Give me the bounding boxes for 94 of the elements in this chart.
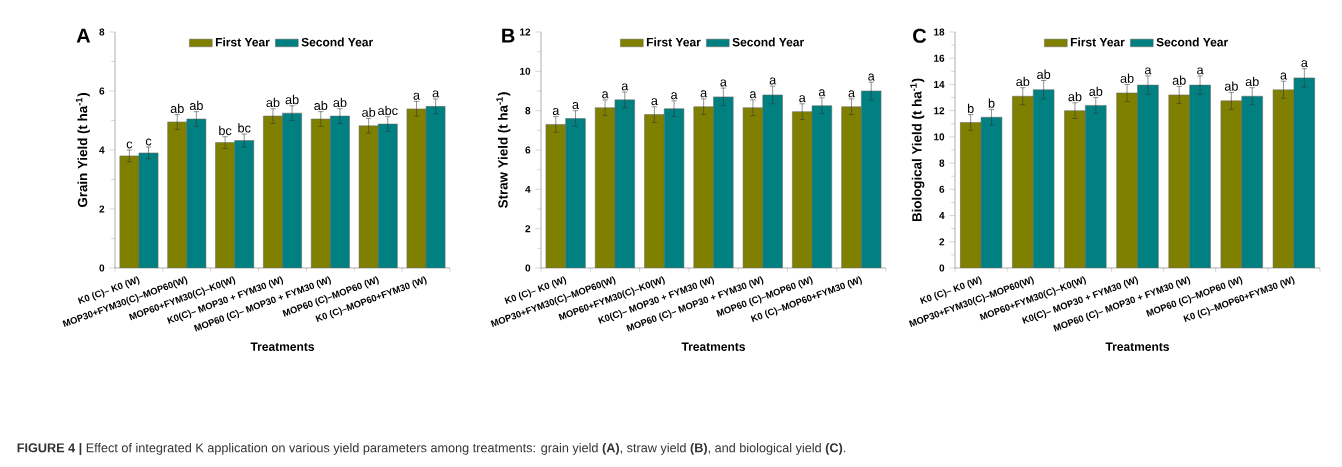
data-label: a: [651, 98, 658, 106]
y-tick-label: 4: [99, 146, 105, 154]
y-axis-title: Biological Yield (t ha$^{-1}$): [910, 78, 925, 222]
bar: [981, 117, 1002, 268]
y-axis-title: Grain Yield (t ha$^{-1}$): [75, 93, 90, 208]
legend-label: First Year: [646, 37, 701, 47]
data-label: a: [1144, 67, 1152, 75]
data-label: a: [432, 90, 440, 98]
data-label: ab: [285, 94, 299, 105]
chart-title: A: [76, 28, 91, 43]
data-label: abc: [378, 105, 398, 116]
bar: [1272, 89, 1295, 268]
bar: [960, 122, 982, 268]
bar: [1241, 96, 1263, 268]
y-tick-label: 8: [939, 159, 945, 167]
data-label: ab: [362, 107, 376, 117]
data-label: c: [145, 138, 152, 146]
y-tick-label: 10: [520, 67, 531, 75]
data-label: ab: [1037, 69, 1051, 79]
data-label: ab: [189, 100, 203, 111]
bar: [1168, 94, 1190, 268]
y-tick-label: 12: [520, 28, 531, 36]
data-label: a: [769, 77, 777, 85]
bar: [1220, 100, 1242, 268]
data-label: ab: [314, 100, 328, 111]
chart-title: C: [913, 28, 927, 43]
y-tick-label: 6: [525, 146, 531, 154]
data-label: bc: [238, 123, 251, 133]
data-label: b: [967, 103, 974, 113]
data-label: a: [818, 89, 826, 97]
data-label: a: [868, 73, 875, 81]
data-label: a: [413, 92, 421, 100]
data-label: a: [700, 90, 708, 98]
data-label: a: [799, 95, 806, 103]
data-label: ab: [1068, 91, 1082, 102]
y-tick-label: 10: [934, 133, 945, 141]
data-label: ab: [1172, 75, 1186, 85]
y-tick-label: 8: [99, 28, 105, 36]
x-axis-title: Treatments: [681, 342, 746, 351]
data-label: ab: [266, 97, 280, 108]
data-label: a: [848, 90, 856, 98]
legend-label: Second Year: [732, 37, 804, 47]
legend-label: First Year: [1070, 37, 1125, 47]
data-label: a: [1280, 72, 1288, 80]
y-tick-label: 4: [939, 212, 945, 219]
y-tick-label: 14: [934, 81, 945, 88]
legend-label: Second Year: [1156, 37, 1228, 47]
bar: [1293, 77, 1316, 268]
data-label: a: [621, 83, 629, 91]
y-axis-title: Straw Yield (t ha$^{-1}$): [496, 92, 511, 208]
y-tick-label: 2: [939, 238, 945, 246]
y-tick-label: 2: [99, 205, 105, 213]
data-label: a: [749, 91, 757, 99]
data-label: ab: [170, 103, 184, 113]
y-tick-label: 0: [939, 264, 945, 272]
data-label: b: [988, 98, 995, 108]
y-tick-label: 4: [525, 185, 531, 193]
data-label: bc: [219, 125, 232, 136]
bar: [1189, 85, 1211, 268]
bar: [1064, 110, 1086, 268]
y-tick-label: 16: [934, 54, 945, 62]
legend-label: Second Year: [301, 37, 373, 47]
data-label: a: [602, 91, 609, 99]
data-label: a: [671, 92, 678, 100]
data-label: ab: [1089, 86, 1103, 96]
bar: [1012, 96, 1034, 268]
data-label: a: [1301, 60, 1308, 68]
text: FIGURE 4 | Effect of integrated K application on various yield parameters among treatments: grain yield (A), straw yield (B), and biological yield (C).: [17, 442, 846, 455]
bar: [1116, 92, 1138, 268]
y-tick-label: 12: [934, 107, 945, 115]
legend-label: First Year: [215, 37, 270, 47]
bar: [1137, 85, 1159, 268]
y-tick-label: 18: [934, 28, 945, 36]
data-label: ab: [1120, 73, 1134, 83]
y-tick-label: 8: [525, 107, 531, 115]
y-tick-label: 6: [99, 87, 105, 95]
data-label: a: [552, 108, 560, 115]
data-label: c: [126, 141, 133, 149]
data-label: a: [1197, 67, 1204, 75]
bar: [1033, 89, 1055, 268]
data-label: ab: [1224, 81, 1238, 91]
x-axis-title: Treatments: [250, 342, 315, 351]
data-label: a: [720, 79, 727, 87]
data-label: a: [572, 102, 580, 110]
data-label: ab: [1016, 76, 1030, 87]
data-label: ab: [1245, 76, 1259, 87]
y-tick-label: 6: [939, 185, 945, 193]
y-tick-label: 2: [525, 225, 531, 233]
y-tick-label: 0: [525, 264, 531, 272]
chart-title: B: [502, 28, 515, 43]
data-label: ab: [333, 97, 347, 108]
bar: [1085, 105, 1107, 268]
x-axis-title: Treatments: [1105, 342, 1170, 351]
y-tick-label: 0: [99, 264, 105, 272]
